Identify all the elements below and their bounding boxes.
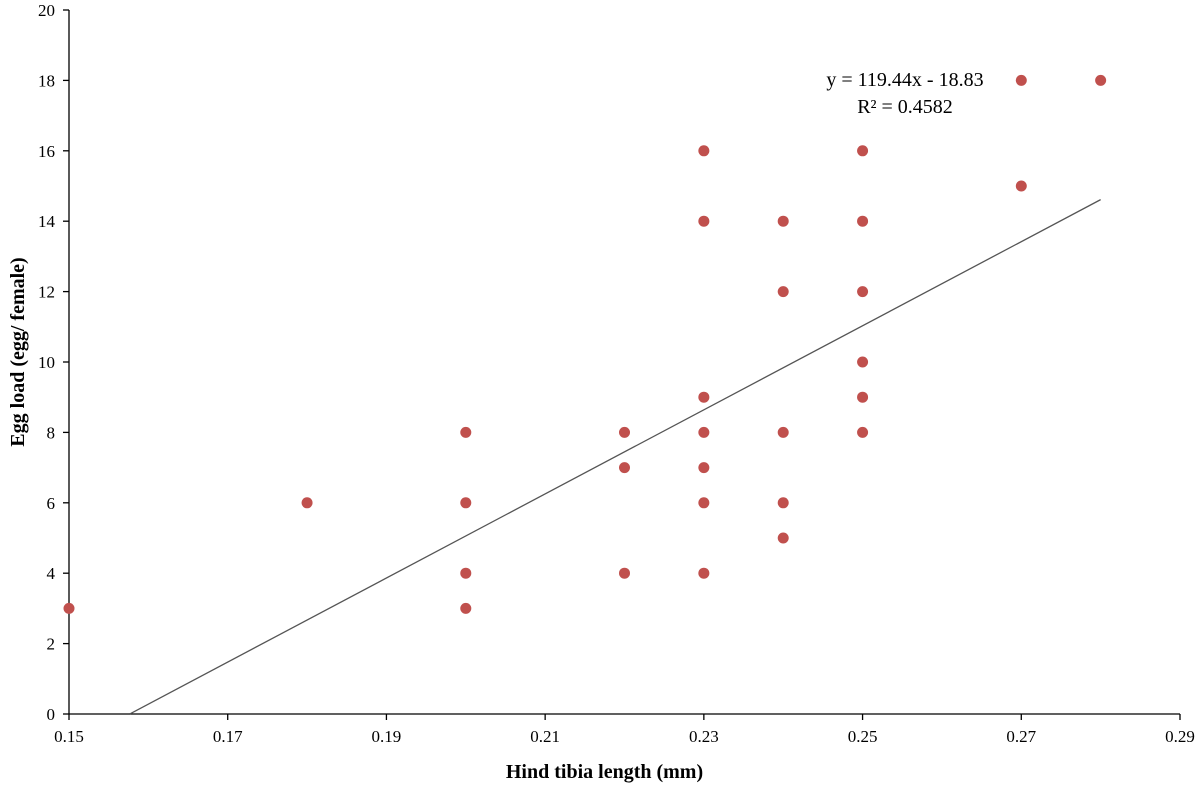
y-axis-ticks: 0 2 4 6 8 10 12 14 16 18 20 (38, 1, 69, 724)
data-point (619, 462, 630, 474)
y-tick-label: 16 (38, 142, 55, 161)
data-point (857, 426, 869, 438)
y-tick-label: 10 (38, 353, 55, 372)
y-tick-label: 12 (38, 283, 55, 302)
data-point (698, 145, 710, 157)
data-point (460, 602, 472, 614)
y-tick-label: 2 (47, 635, 56, 654)
data-point (857, 356, 869, 368)
r-squared-label: R² = 0.4582 (857, 96, 953, 118)
y-axis-title: Egg load (egg/ female) (7, 257, 29, 446)
data-point (619, 567, 630, 579)
data-point (698, 391, 710, 403)
y-tick-label: 8 (47, 423, 56, 442)
data-point (698, 215, 710, 227)
data-point (777, 215, 789, 227)
data-point (460, 426, 472, 438)
x-axis-title: Hind tibia length (mm) (506, 761, 703, 783)
data-point (777, 286, 789, 298)
data-point (63, 602, 75, 614)
data-point (857, 145, 869, 157)
trendline (129, 199, 1101, 715)
x-tick-label: 0.23 (689, 727, 719, 746)
x-tick-label: 0.15 (54, 727, 84, 746)
x-tick-label: 0.25 (848, 727, 878, 746)
data-point (619, 426, 630, 438)
x-tick-label: 0.19 (372, 727, 402, 746)
data-point (857, 391, 869, 403)
y-tick-label: 4 (47, 564, 56, 583)
trendline-equation-label: y = 119.44x - 18.83 (826, 69, 983, 91)
x-tick-label: 0.29 (1165, 727, 1195, 746)
data-point (777, 532, 789, 544)
data-point (698, 426, 710, 438)
data-point (1015, 180, 1027, 192)
data-points (63, 74, 1107, 614)
data-point (777, 497, 789, 509)
x-tick-label: 0.21 (530, 727, 560, 746)
data-point (460, 567, 472, 579)
data-point (698, 497, 710, 509)
y-tick-label: 20 (38, 1, 55, 20)
data-point (698, 462, 710, 474)
y-tick-label: 0 (47, 705, 56, 724)
data-point (301, 497, 313, 509)
data-point (1015, 74, 1027, 86)
x-tick-label: 0.27 (1006, 727, 1036, 746)
data-point (777, 426, 789, 438)
data-point (857, 286, 869, 298)
data-point (1095, 74, 1107, 86)
data-point (857, 215, 869, 227)
data-point (460, 497, 472, 509)
y-tick-label: 18 (38, 71, 55, 90)
y-tick-label: 6 (47, 494, 56, 513)
x-axis-ticks: 0.15 0.17 0.19 0.21 0.23 0.25 0.27 0.29 (54, 714, 1195, 746)
data-point (698, 567, 710, 579)
x-tick-label: 0.17 (213, 727, 243, 746)
y-tick-label: 14 (38, 212, 56, 231)
